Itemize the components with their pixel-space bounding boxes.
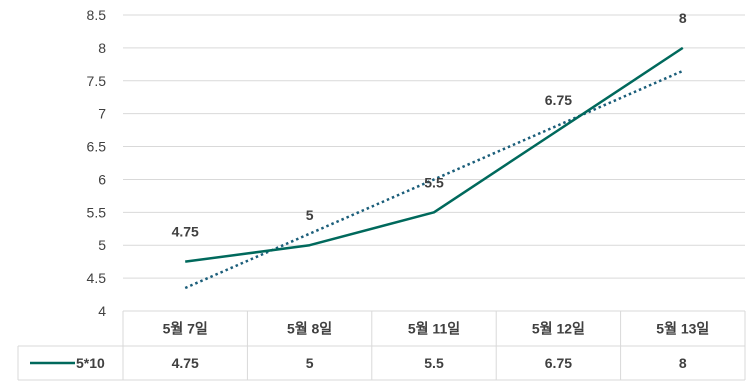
series-group [185, 46, 684, 263]
category-label: 5월 13일 [656, 321, 709, 337]
y-tick-label: 7 [98, 106, 106, 122]
series-line-5x10 [185, 46, 684, 263]
y-tick-label: 6 [98, 171, 106, 187]
data-label: 8 [679, 10, 687, 26]
data-label: 5.5 [424, 174, 444, 190]
y-tick-label: 4 [98, 303, 106, 319]
category-label: 5월 8일 [287, 321, 332, 337]
data-table: 5월 7일 5월 8일 5월 11일 5월 12일 5월 13일 5*10 4.75 5 5.5… [17, 310, 746, 381]
data-label: 5 [306, 207, 314, 223]
y-axis: 4 4.5 5 5.5 6 6.5 7 7.5 8 8.5 [87, 7, 107, 319]
data-label: 6.75 [545, 92, 572, 108]
y-tick-label: 8 [98, 40, 106, 56]
y-tick-label: 6.5 [87, 139, 107, 155]
category-label: 5월 7일 [163, 321, 208, 337]
table-value-cell: 5.5 [424, 355, 444, 371]
y-tick-label: 8.5 [87, 7, 107, 23]
category-label: 5월 11일 [408, 321, 460, 337]
legend-label-5x10: 5*10 [76, 355, 105, 371]
y-tick-label: 5.5 [87, 204, 107, 220]
data-labels: 4.75 5 5.5 6.75 8 [172, 10, 687, 240]
y-tick-label: 7.5 [87, 73, 107, 89]
y-tick-label: 5 [98, 237, 106, 253]
data-label: 4.75 [172, 224, 199, 240]
table-value-cell: 5 [306, 355, 314, 371]
gridlines [123, 14, 745, 279]
table-value-cell: 8 [679, 355, 687, 371]
table-value-cell: 6.75 [545, 355, 572, 371]
y-tick-label: 4.5 [87, 270, 107, 286]
table-value-cell: 4.75 [172, 355, 199, 371]
category-label: 5월 12일 [532, 321, 585, 337]
